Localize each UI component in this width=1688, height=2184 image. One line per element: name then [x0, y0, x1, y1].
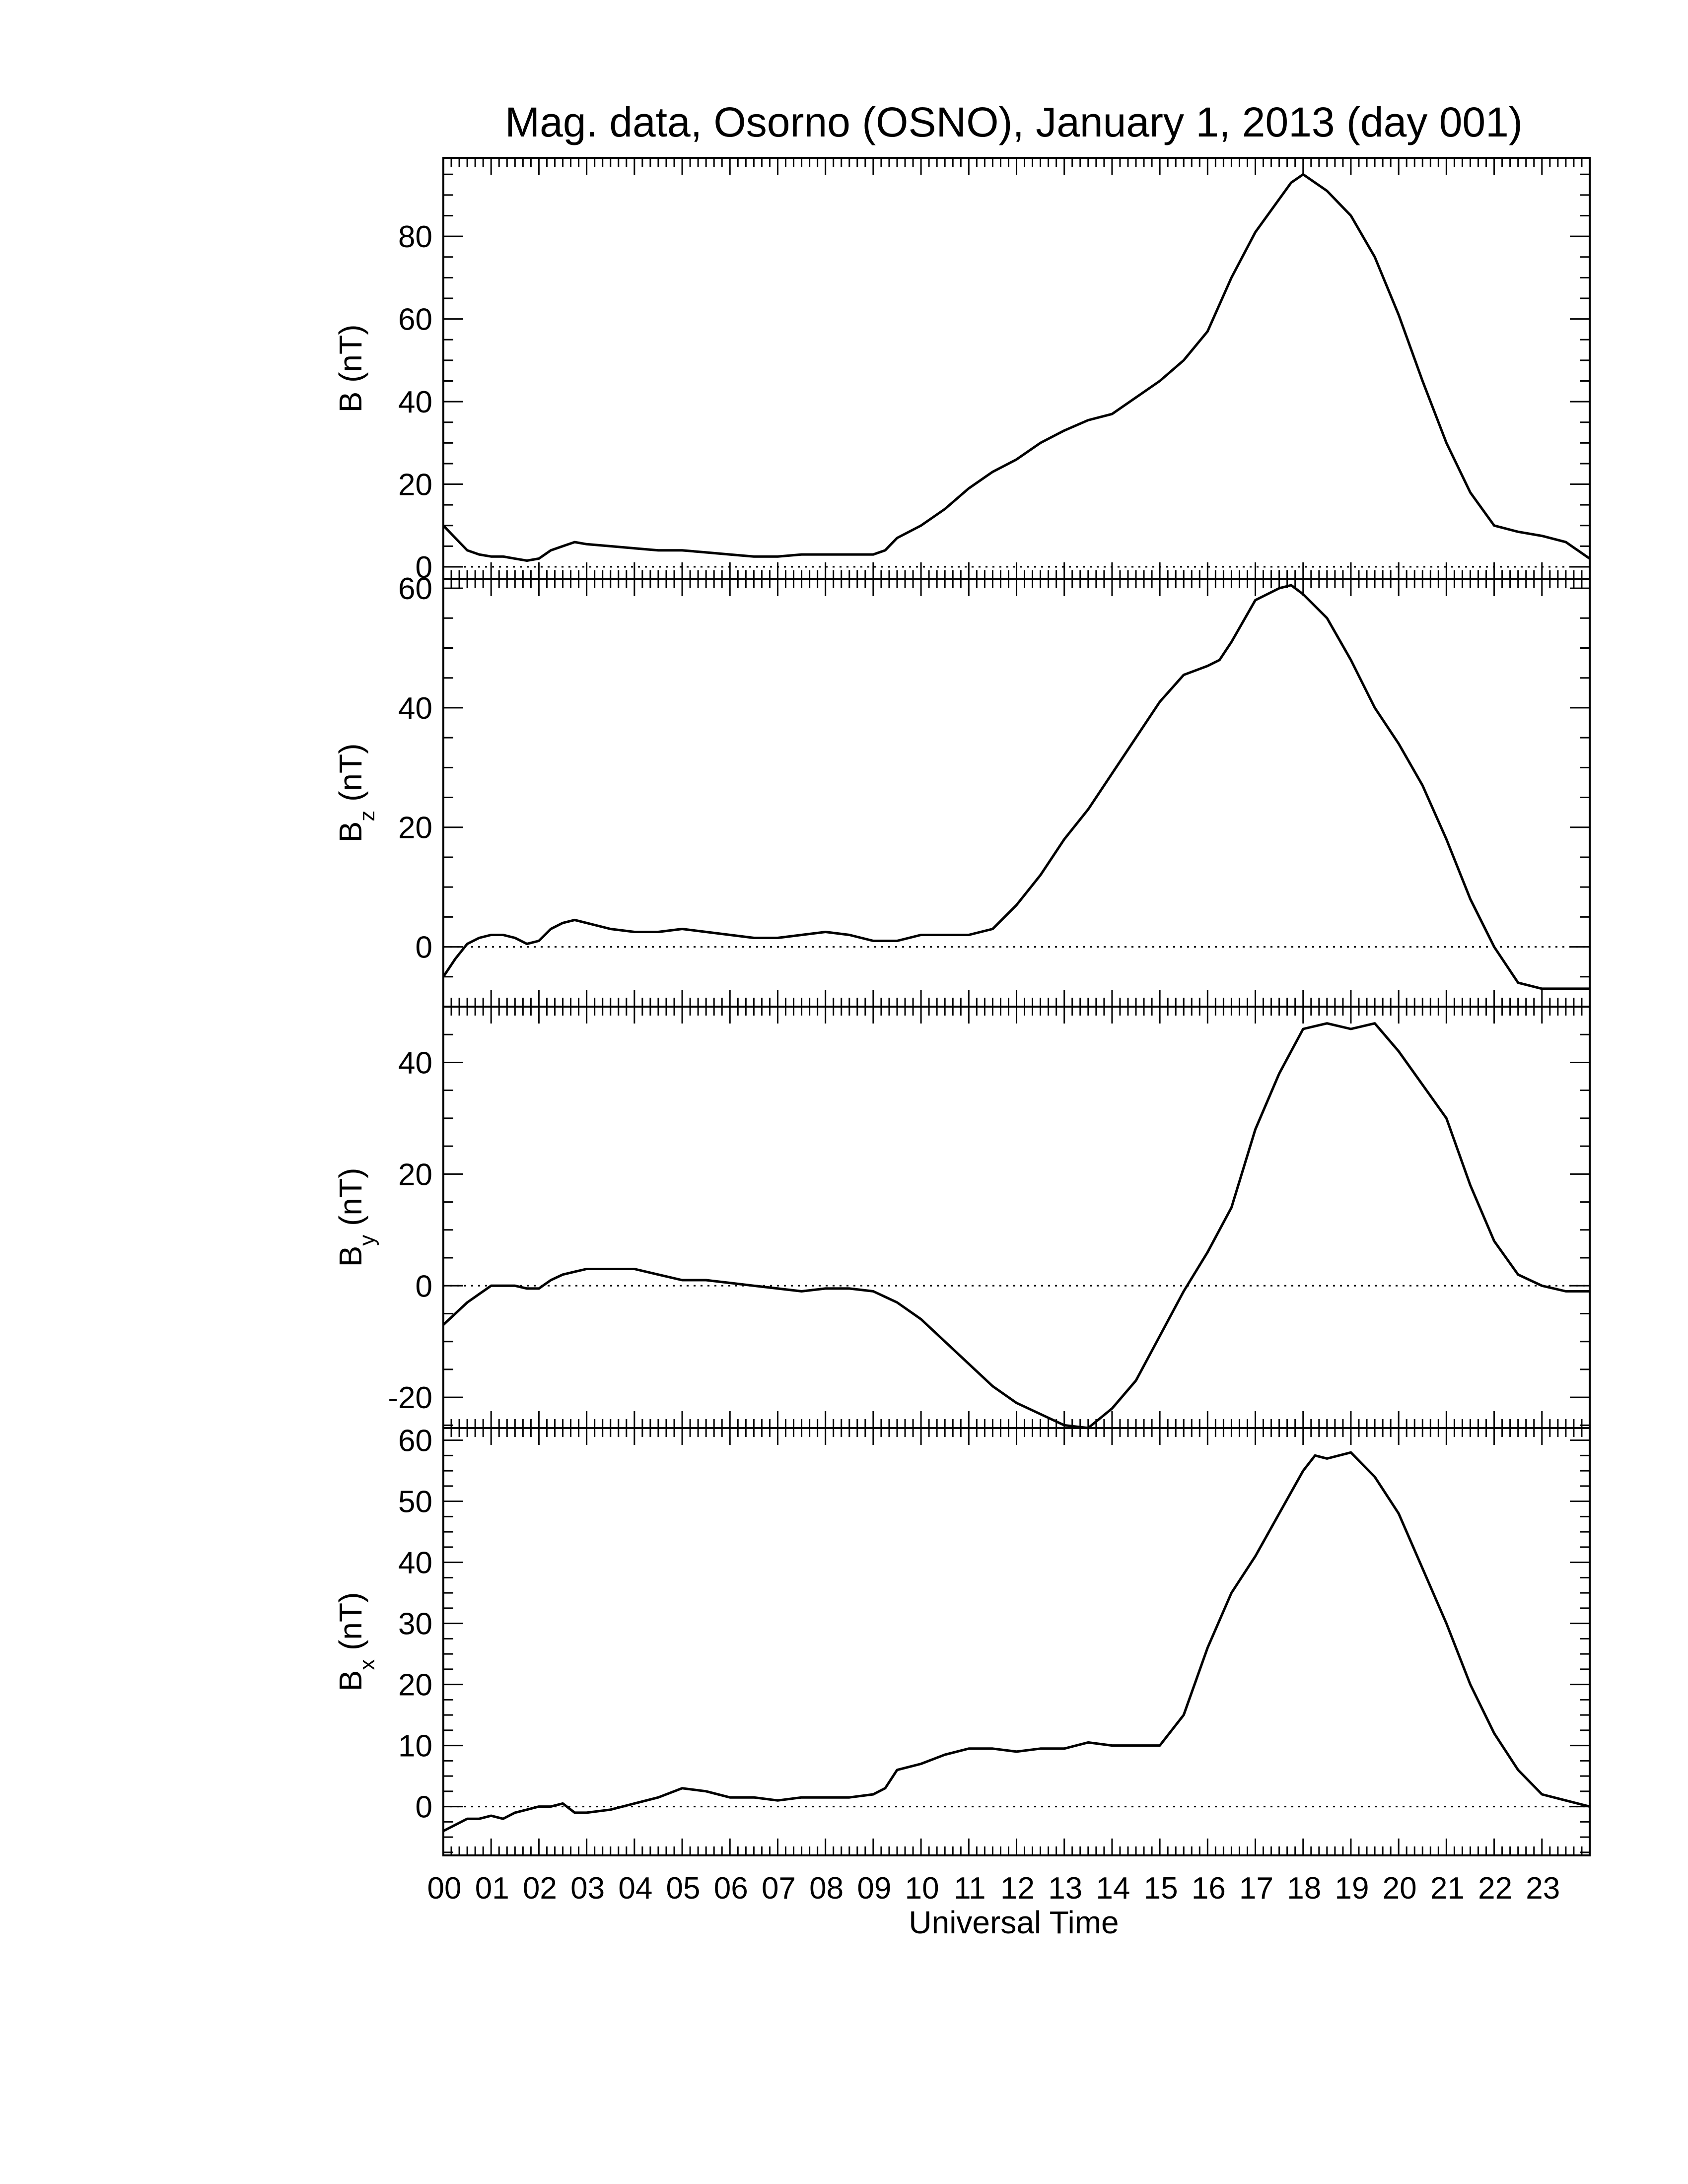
x-tick-label: 04 [618, 1871, 652, 1906]
x-tick-label: 08 [809, 1871, 844, 1906]
panel-1: 0 20 40 60 80 B (nT) [333, 157, 1591, 585]
x-tick-label: 09 [857, 1871, 891, 1906]
y-tick-label: 80 [398, 220, 432, 254]
x-tick-label: 02 [523, 1871, 557, 1906]
x-tick-label: 07 [762, 1871, 796, 1906]
y-tick-label: 0 [416, 1790, 432, 1825]
x-tick-label: 20 [1383, 1871, 1417, 1906]
y-tick-label: 60 [398, 572, 432, 606]
x-tick-label: 12 [1000, 1871, 1035, 1906]
y-axis-label: Bz (nT) [333, 744, 379, 843]
plot-frame [442, 1006, 1591, 1429]
y-tick-label: 40 [398, 691, 432, 726]
x-tick-label: 23 [1526, 1871, 1560, 1906]
y-tick-label: 20 [398, 1158, 432, 1192]
data-line [442, 173, 1591, 562]
y-tick-label: 0 [416, 1269, 432, 1303]
y-tick-label: 0 [416, 550, 432, 585]
x-tick-label: 01 [475, 1871, 509, 1906]
y-axis-label: B (nT) [333, 325, 368, 413]
y-tick-label: 60 [398, 303, 432, 337]
data-line [442, 1451, 1590, 1833]
panels: 0 20 40 60 80 B (nT) 0 20 40 60 Bz (nT) -20 0 20 40 By … [333, 157, 1591, 1856]
data-line [442, 1022, 1590, 1430]
x-tick-label: 19 [1335, 1871, 1369, 1906]
y-axis-label: Bx (nT) [333, 1592, 379, 1692]
y-tick-label: 10 [398, 1729, 432, 1764]
y-tick-label: 30 [398, 1607, 432, 1641]
x-tick-label: 16 [1192, 1871, 1226, 1906]
x-tick-label: 22 [1478, 1871, 1512, 1906]
y-tick-label: 40 [398, 385, 432, 419]
x-tick-label: 00 [427, 1871, 462, 1906]
y-tick-label: 40 [398, 1046, 432, 1080]
panel-3: -20 0 20 40 By (nT) [333, 1006, 1591, 1430]
x-tick-label: 13 [1048, 1871, 1082, 1906]
y-tick-label: 40 [398, 1546, 432, 1580]
plot-frame [442, 578, 1591, 1008]
chart-title: Mag. data, Osorno (OSNO), January 1, 201… [505, 99, 1523, 145]
x-tick-label: 18 [1287, 1871, 1321, 1906]
x-tick-label: 03 [570, 1871, 605, 1906]
x-tick-label: 11 [954, 1871, 985, 1906]
x-tick-label: 14 [1096, 1871, 1130, 1906]
x-axis-label: Universal Time [909, 1905, 1119, 1940]
y-axis-label: By (nT) [333, 1168, 379, 1267]
panel-4: 0 10 20 30 40 50 60 Bx (nT) [333, 1424, 1591, 1856]
x-tick-label: 17 [1239, 1871, 1273, 1906]
y-tick-label: 20 [398, 1668, 432, 1703]
y-tick-label: 60 [398, 1424, 432, 1458]
y-tick-label: 50 [398, 1485, 432, 1519]
data-line [442, 584, 1590, 990]
x-tick-label: 05 [666, 1871, 701, 1906]
x-tick-labels: 00 01 02 03 04 05 06 07 08 09 10 11 12 13 14 15 16 17 18 19… [427, 1871, 1560, 1906]
y-tick-label: 0 [416, 931, 432, 965]
panel-2: 0 20 40 60 Bz (nT) [333, 572, 1591, 1008]
x-tick-label: 15 [1144, 1871, 1178, 1906]
y-tick-label: 20 [398, 811, 432, 845]
x-tick-label: 21 [1430, 1871, 1465, 1906]
x-tick-label: 06 [714, 1871, 748, 1906]
y-tick-label: -20 [388, 1381, 432, 1415]
plot-frame [442, 1427, 1591, 1856]
x-tick-label: 10 [905, 1871, 939, 1906]
y-tick-label: 20 [398, 468, 432, 502]
